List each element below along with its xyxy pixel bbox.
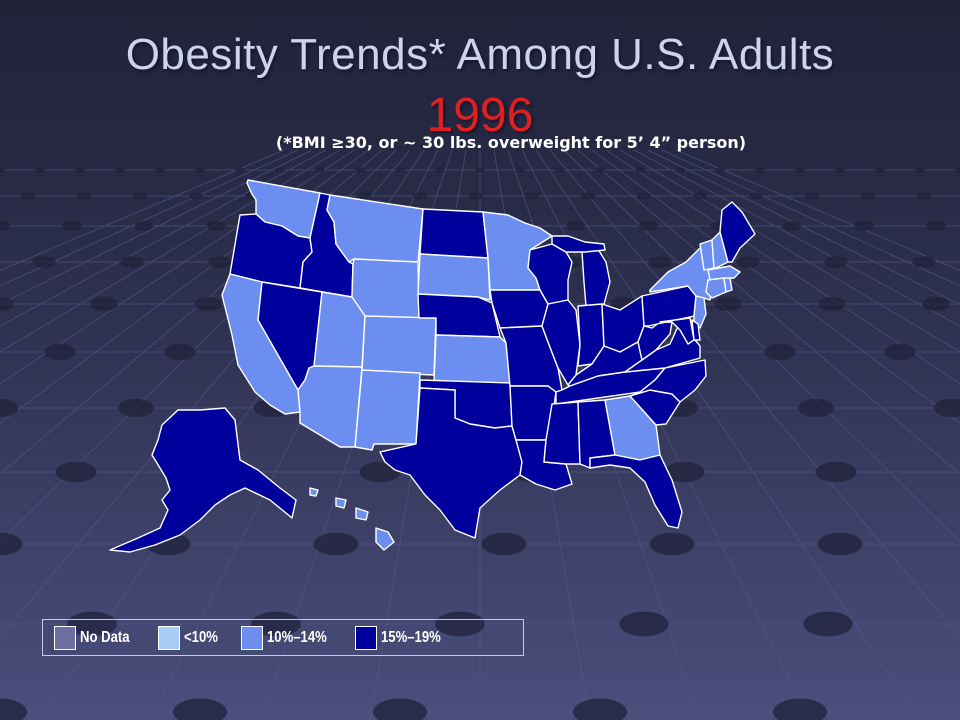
state-sd: [417, 253, 491, 301]
state-me: [719, 201, 756, 263]
state-hi-islands: [309, 487, 395, 551]
state-hi: [375, 527, 395, 551]
state-fl: [589, 454, 683, 529]
subtitle: (*BMI ≥30, or ~ 30 lbs. overweight for 5…: [275, 133, 747, 152]
state-ks: [433, 334, 511, 384]
legend-swatch-10-14: [241, 626, 263, 650]
state-nc: [629, 359, 707, 403]
state-hi-kauai: [309, 487, 319, 497]
legend: No Data <10% 10%–14% 15%–19%: [42, 619, 524, 656]
state-mi: [581, 245, 611, 307]
state-hi-maui: [355, 507, 369, 521]
legend-label-no-data: No Data: [80, 629, 130, 646]
legend-label-lt10: <10%: [184, 629, 218, 646]
state-ia: [489, 289, 549, 329]
state-nd: [419, 208, 489, 259]
state-co: [361, 315, 437, 376]
state-hi-oahu: [335, 497, 347, 509]
state-tx: [379, 387, 523, 539]
state-nj: [693, 295, 707, 329]
title-year: 1996: [426, 89, 534, 142]
legend-swatch-no-data: [54, 626, 76, 650]
state-ri: [723, 277, 733, 293]
state-md: [659, 317, 695, 345]
state-ma: [707, 265, 741, 281]
legend-label-10-14: 10%–14%: [267, 629, 327, 646]
state-ct: [705, 277, 727, 299]
page-title: Obesity Trends* Among U.S. Adults: [125, 30, 835, 79]
legend-swatch-lt10: [158, 626, 180, 650]
state-mi-upper: [551, 235, 606, 253]
state-ak: [109, 407, 297, 553]
legend-swatch-15-19: [355, 626, 377, 650]
legend-label-15-19: 15%–19%: [381, 629, 441, 646]
state-az: [297, 365, 363, 448]
state-nh: [711, 231, 729, 269]
state-mt: [326, 194, 424, 263]
state-nm: [354, 369, 421, 451]
